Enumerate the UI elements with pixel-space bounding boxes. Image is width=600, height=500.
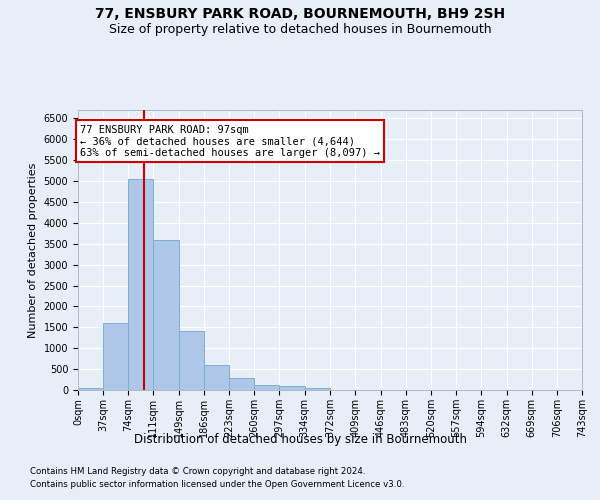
Bar: [179, 332, 204, 390]
Bar: [254, 384, 280, 390]
Bar: [78, 388, 103, 390]
Text: Contains public sector information licensed under the Open Government Licence v3: Contains public sector information licen…: [30, 480, 404, 489]
Y-axis label: Number of detached properties: Number of detached properties: [28, 162, 38, 338]
Bar: [280, 386, 305, 390]
Bar: [128, 179, 153, 390]
Text: Distribution of detached houses by size in Bournemouth: Distribution of detached houses by size …: [133, 432, 467, 446]
Text: 77 ENSBURY PARK ROAD: 97sqm
← 36% of detached houses are smaller (4,644)
63% of : 77 ENSBURY PARK ROAD: 97sqm ← 36% of det…: [80, 124, 380, 158]
Bar: [153, 240, 179, 390]
Text: 77, ENSBURY PARK ROAD, BOURNEMOUTH, BH9 2SH: 77, ENSBURY PARK ROAD, BOURNEMOUTH, BH9 …: [95, 8, 505, 22]
Bar: [305, 388, 331, 390]
Bar: [229, 378, 254, 390]
Bar: [103, 323, 128, 390]
Text: Contains HM Land Registry data © Crown copyright and database right 2024.: Contains HM Land Registry data © Crown c…: [30, 467, 365, 476]
Text: Size of property relative to detached houses in Bournemouth: Size of property relative to detached ho…: [109, 22, 491, 36]
Bar: [204, 365, 229, 390]
